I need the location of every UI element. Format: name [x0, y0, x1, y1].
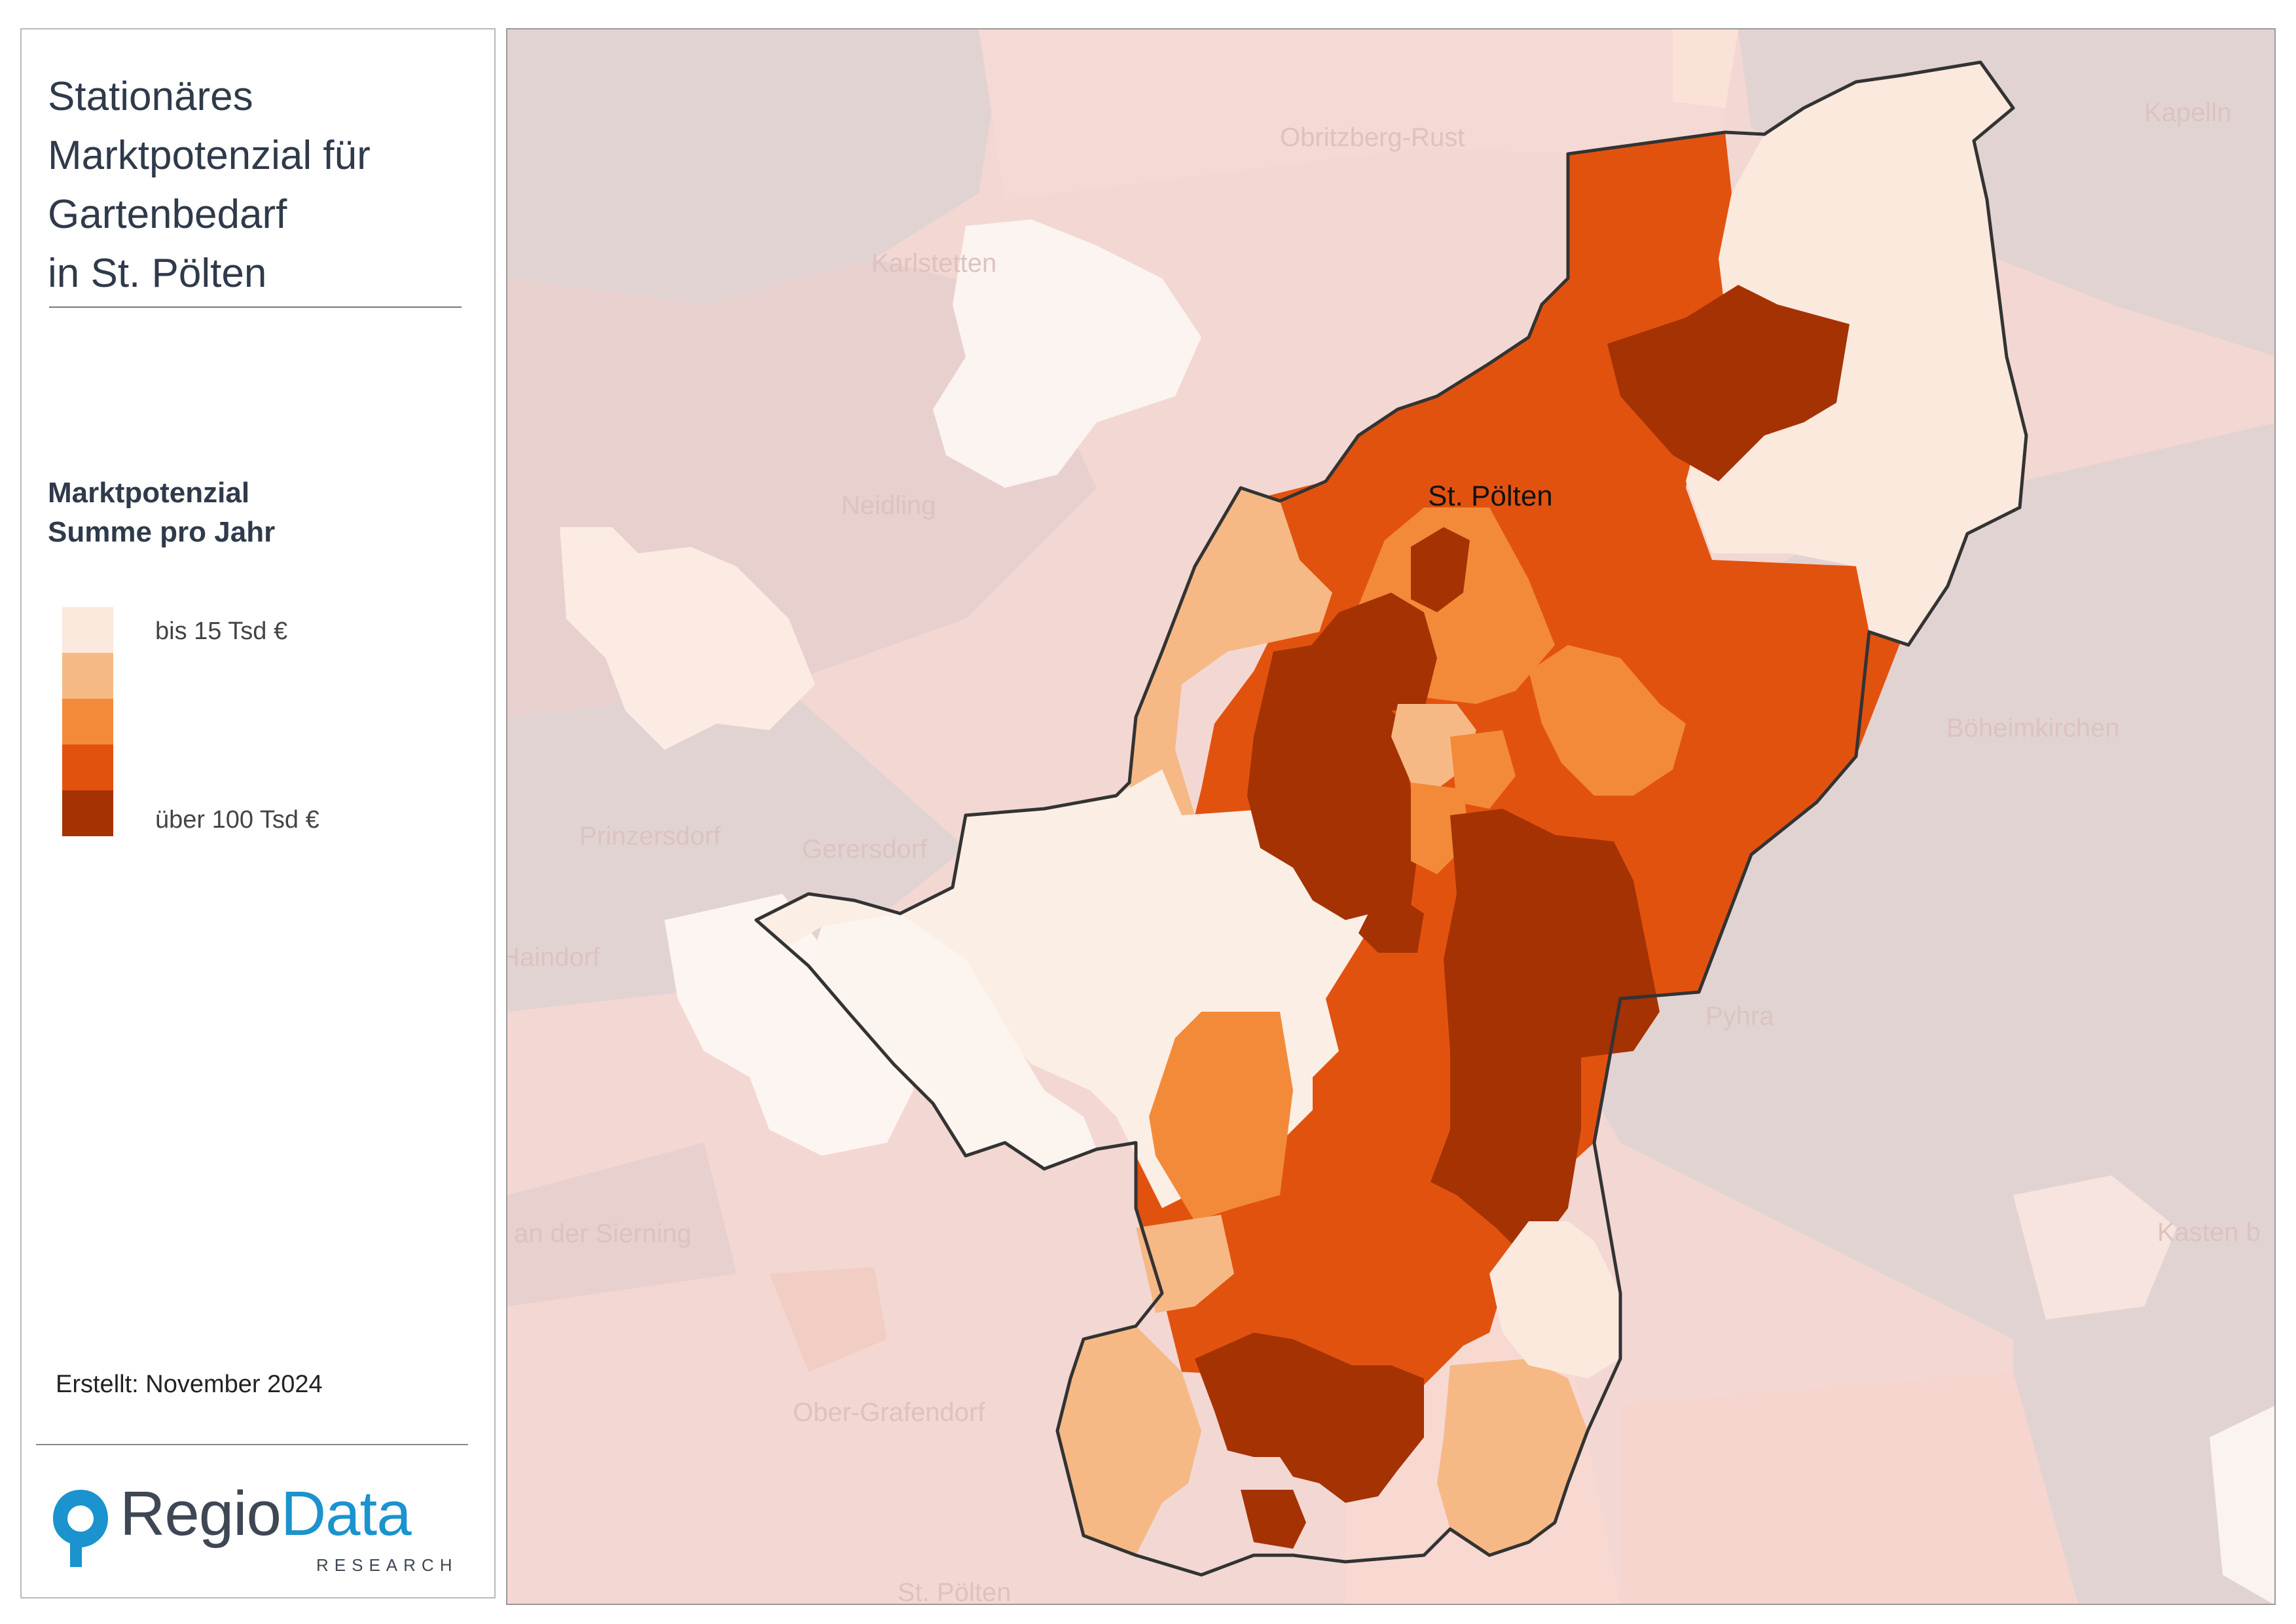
legend-title: Marktpotenzial Summe pro Jahr — [48, 477, 276, 548]
sidebar-panel: Stationäres Marktpotenzial für Gartenbed… — [20, 28, 496, 1598]
district-dark-se — [1430, 809, 1660, 1261]
district-east — [1686, 62, 2026, 645]
choropleth-map: Obritzberg-Rust Kapelln Karlstetten Neid… — [506, 28, 2276, 1605]
background-labels: Obritzberg-Rust Kapelln Karlstetten Neid… — [507, 98, 2261, 1605]
district-south-west — [1057, 1326, 1201, 1555]
label-ober-grafendorf: Ober-Grafendorf — [793, 1398, 985, 1427]
label-pyhra: Pyhra — [1705, 1002, 1774, 1031]
logo-subtitle: RESEARCH — [316, 1555, 458, 1575]
label-prinzersdorf: Prinzersdorf — [579, 822, 721, 851]
district-dark-south-small — [1241, 1490, 1306, 1549]
label-obritzberg-rust: Obritzberg-Rust — [1280, 123, 1465, 152]
map-title: Stationäres Marktpotenzial für Gartenbed… — [48, 74, 371, 296]
label-boeheimkirchen: Böheimkirchen — [1946, 714, 2120, 743]
district-dark-south — [1195, 1333, 1424, 1503]
label-kapelln: Kapelln — [2144, 98, 2231, 127]
label-kasten: Kasten b — [2157, 1218, 2261, 1247]
legend-label-low: bis 15 Tsd € — [155, 618, 288, 645]
logo-wordmark: RegioData — [120, 1479, 412, 1549]
district-east-mid — [1529, 645, 1686, 796]
legend-swatch-class-3 — [62, 699, 113, 745]
st-poelten-districts — [754, 60, 2028, 1577]
legend-swatch-class-4 — [62, 745, 113, 790]
district-sw-column — [1149, 1012, 1293, 1221]
district-dark-small — [1411, 527, 1470, 612]
label-haindorf: Haindorf — [507, 943, 600, 972]
district-center-b — [1450, 730, 1516, 809]
map-canvas: Obritzberg-Rust Kapelln Karlstetten Neid… — [507, 29, 2274, 1605]
regiodata-logo: RegioData RESEARCH — [48, 1479, 467, 1595]
label-gerersdorf: Gerersdorf — [802, 835, 928, 864]
district-dark-west — [1247, 645, 1417, 920]
label-karlstetten: Karlstetten — [871, 249, 996, 278]
district-far-west — [809, 913, 1097, 1169]
city-boundary — [754, 60, 2028, 1577]
legend-swatch-class-5 — [62, 790, 113, 836]
district-core — [1136, 132, 1902, 1385]
city-label-st-poelten: St. Pölten — [1428, 480, 1553, 512]
district-dark-ne — [1607, 285, 1850, 481]
legend-label-high: über 100 Tsd € — [155, 806, 319, 834]
label-an-der-sierning: an der Sierning — [514, 1219, 691, 1248]
district-south-east — [1437, 1359, 1588, 1555]
created-date: Erstellt: November 2024 — [56, 1371, 323, 1398]
district-dark-center — [1358, 894, 1424, 953]
location-pin-icon — [53, 1490, 108, 1567]
legend-swatch-class-2 — [62, 653, 113, 699]
title-divider — [49, 306, 462, 308]
district-west-north — [1129, 488, 1332, 855]
footer-divider — [36, 1444, 468, 1445]
label-st-poelten-south: St. Pölten — [898, 1578, 1011, 1605]
label-neidling: Neidling — [841, 491, 936, 520]
legend-swatch-class-1 — [62, 607, 113, 653]
district-se-light — [1489, 1221, 1620, 1378]
